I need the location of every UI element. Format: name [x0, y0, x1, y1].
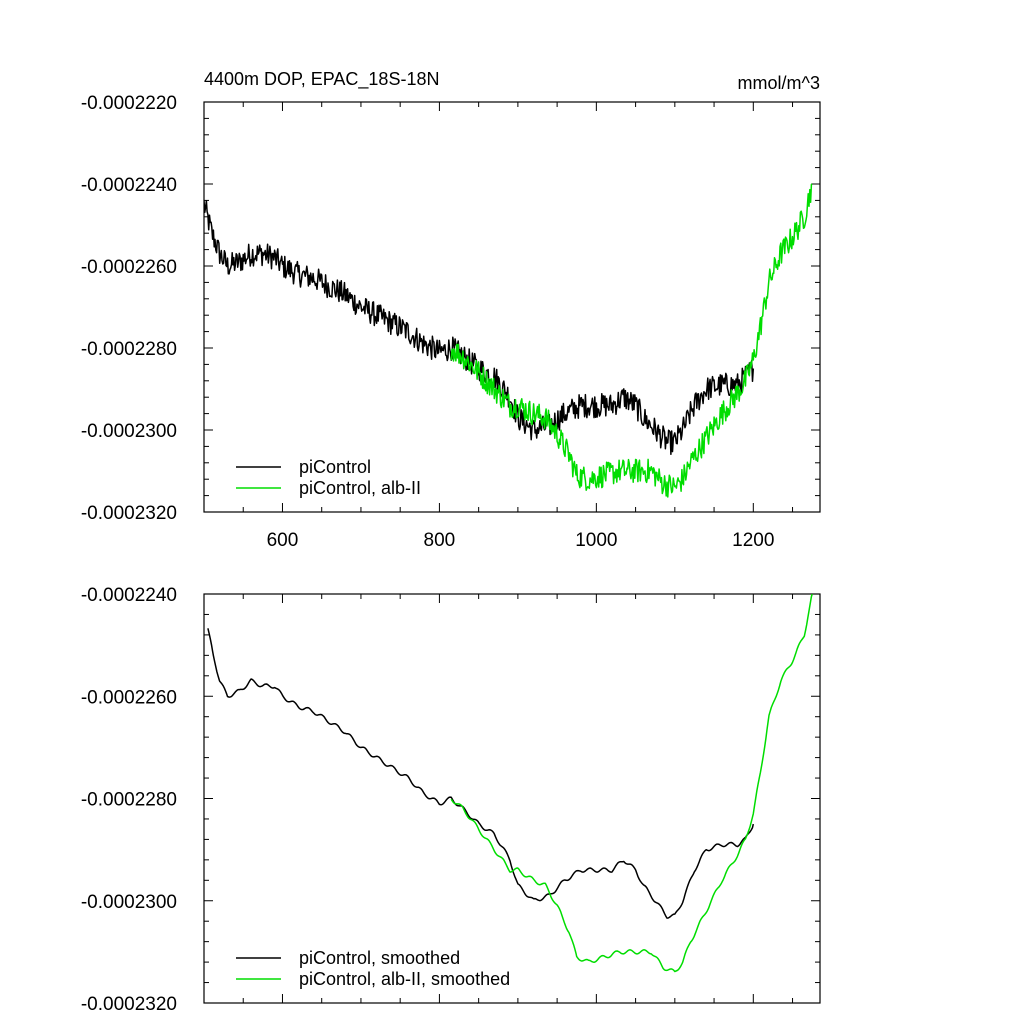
- x-tick-label: 600: [267, 530, 299, 551]
- y-tick-label: -0.0002240: [81, 175, 177, 196]
- plot-panel-1: 600 800 1000 1200 -0.0002220 -0.0002240 -0.000…: [81, 69, 821, 551]
- plot-panel-2: -0.0002240 -0.0002260 -0.0002280 -0.0002300…: [81, 585, 821, 1015]
- plot-frame: [203, 593, 821, 1004]
- y-tick-label: -0.0002240: [81, 585, 177, 606]
- series-line-2: [450, 594, 813, 973]
- legend-label: piControl: [299, 457, 371, 477]
- legend-label: piControl, alb-II, smoothed: [299, 969, 510, 989]
- series-line-1: [204, 200, 755, 456]
- x-tick-label: 1000: [575, 530, 617, 551]
- plot-frame: [203, 101, 821, 513]
- chart-title: 4400m DOP, EPAC_18S-18N: [204, 69, 439, 90]
- units-label: mmol/m^3: [738, 73, 820, 93]
- y-tick-label: -0.0002320: [81, 503, 177, 524]
- legend-label: piControl, smoothed: [299, 948, 460, 968]
- y-tick-label: -0.0002260: [81, 687, 177, 708]
- series-line-1: [207, 628, 755, 919]
- y-tick-label: -0.0002300: [81, 892, 177, 913]
- y-tick-label: -0.0002260: [81, 257, 177, 278]
- x-tick-label: 800: [424, 530, 456, 551]
- y-tick-label: -0.0002280: [81, 339, 177, 360]
- y-tick-label: -0.0002280: [81, 790, 177, 811]
- x-tick-label: 1200: [732, 530, 774, 551]
- y-tick-label: -0.0002220: [81, 93, 177, 114]
- y-tick-label: -0.0002320: [81, 994, 177, 1015]
- y-tick-label: -0.0002300: [81, 421, 177, 442]
- legend-label: piControl, alb-II: [299, 478, 421, 498]
- series-line-2: [450, 183, 813, 498]
